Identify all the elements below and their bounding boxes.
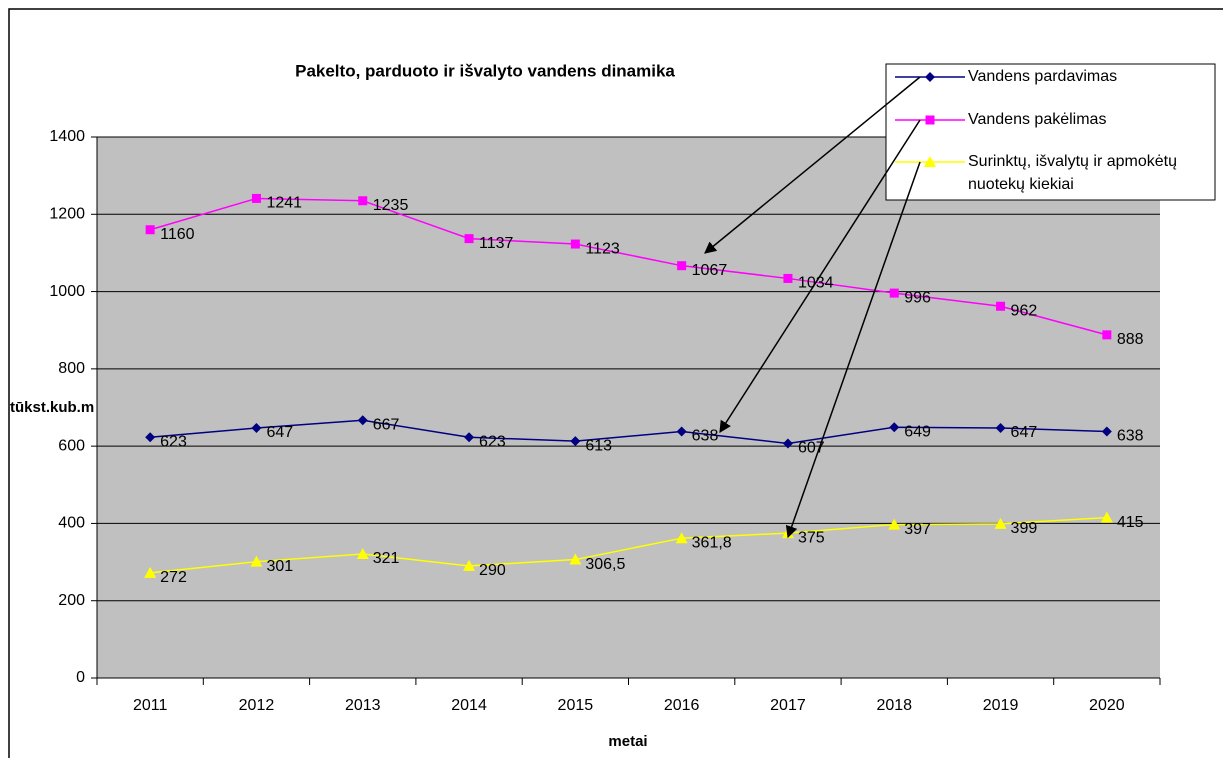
x-tick-label: 2013 — [345, 697, 381, 714]
chart-title: Pakelto, parduoto ir išvalyto vandens di… — [295, 61, 675, 80]
arrow — [785, 161, 921, 539]
x-tick-label: 2018 — [876, 697, 912, 714]
arrow — [704, 76, 921, 254]
data-label: 306,5 — [585, 556, 625, 573]
y-tick-label: 800 — [58, 360, 85, 377]
point — [924, 156, 936, 167]
x-tick-label: 2015 — [558, 697, 594, 714]
x-tick-label: 2011 — [133, 697, 168, 714]
data-label: 623 — [479, 433, 506, 450]
plot-area — [97, 137, 1160, 678]
x-tick-label: 2014 — [451, 697, 487, 714]
y-tick-label: 1000 — [49, 283, 85, 300]
x-axis-label: metai — [608, 733, 647, 750]
data-label: 375 — [798, 529, 825, 546]
point — [995, 422, 1006, 433]
data-label: 272 — [160, 569, 187, 586]
x-tick-label: 2017 — [770, 697, 806, 714]
point — [925, 115, 935, 125]
series-line — [150, 419, 1107, 445]
legend-label: Vandens pardavimas — [968, 68, 1118, 85]
data-label: 415 — [1117, 514, 1144, 531]
point — [464, 432, 475, 443]
point — [996, 301, 1006, 311]
data-label: 1067 — [692, 262, 728, 279]
point — [1102, 330, 1112, 340]
arrow — [719, 119, 921, 434]
data-label: 399 — [1011, 520, 1038, 537]
data-label: 397 — [904, 521, 931, 538]
legend — [895, 72, 965, 167]
legend-label: Surinktų, išvalytų ir apmokėtų nuotekų k… — [968, 153, 1177, 193]
point — [782, 438, 793, 449]
data-label: 1241 — [266, 195, 302, 212]
data-label: 1160 — [160, 226, 195, 243]
data-label: 623 — [160, 433, 187, 450]
point — [145, 432, 156, 443]
series-line — [150, 516, 1107, 574]
series-line — [149, 197, 1108, 336]
data-label: 290 — [479, 562, 506, 579]
point — [994, 517, 1007, 529]
point — [889, 422, 900, 433]
point — [677, 261, 687, 271]
data-label: 888 — [1117, 331, 1144, 348]
y-axis-label: tūkst.kub.m — [10, 399, 94, 416]
point — [570, 436, 581, 447]
point — [145, 225, 155, 235]
legend-box — [885, 63, 1216, 201]
point — [570, 239, 580, 249]
y-tick-label: 200 — [58, 592, 85, 609]
point — [356, 547, 369, 559]
plot: 0 200 400 600 800 1000 1200 1400 2011 2012 2013 201… — [49, 128, 1161, 714]
point — [1100, 511, 1113, 523]
data-label: 301 — [266, 558, 293, 575]
point — [888, 518, 901, 530]
point — [675, 532, 688, 544]
y-tick-label: 0 — [76, 669, 85, 686]
point — [463, 559, 476, 571]
x-tick-label: 2016 — [664, 697, 700, 714]
data-label: 638 — [692, 428, 719, 445]
x-tick-label: 2019 — [983, 697, 1019, 714]
data-label: 649 — [904, 423, 931, 440]
point — [464, 234, 474, 244]
point — [358, 196, 368, 206]
data-label: 1235 — [373, 197, 409, 214]
data-label: 667 — [373, 416, 400, 433]
point — [569, 553, 582, 565]
point — [889, 288, 899, 298]
point — [676, 426, 687, 437]
point — [144, 566, 157, 578]
data-label: 613 — [585, 437, 612, 454]
x-tick-label: 2020 — [1089, 697, 1125, 714]
y-tick-label: 1400 — [49, 128, 85, 145]
data-label: 647 — [1011, 424, 1038, 441]
y-tick-label: 400 — [58, 515, 85, 532]
data-label: 962 — [1011, 302, 1038, 319]
y-tick-label: 600 — [58, 437, 85, 454]
point — [357, 415, 368, 426]
point — [250, 555, 263, 567]
legend-label: Vandens pakėlimas — [968, 111, 1107, 128]
data-label: 647 — [266, 424, 293, 441]
data-label: 1123 — [585, 240, 620, 257]
data-label: 1137 — [479, 235, 514, 252]
data-label: 361,8 — [692, 534, 732, 551]
data-label: 321 — [373, 550, 400, 567]
data-label: 638 — [1117, 428, 1144, 445]
point — [1101, 426, 1112, 437]
data-label: 996 — [904, 289, 931, 306]
y-tick-label: 1200 — [49, 206, 85, 223]
x-tick-label: 2012 — [239, 697, 275, 714]
point — [783, 273, 793, 283]
point — [251, 193, 261, 203]
point — [251, 422, 262, 433]
point — [925, 72, 935, 82]
